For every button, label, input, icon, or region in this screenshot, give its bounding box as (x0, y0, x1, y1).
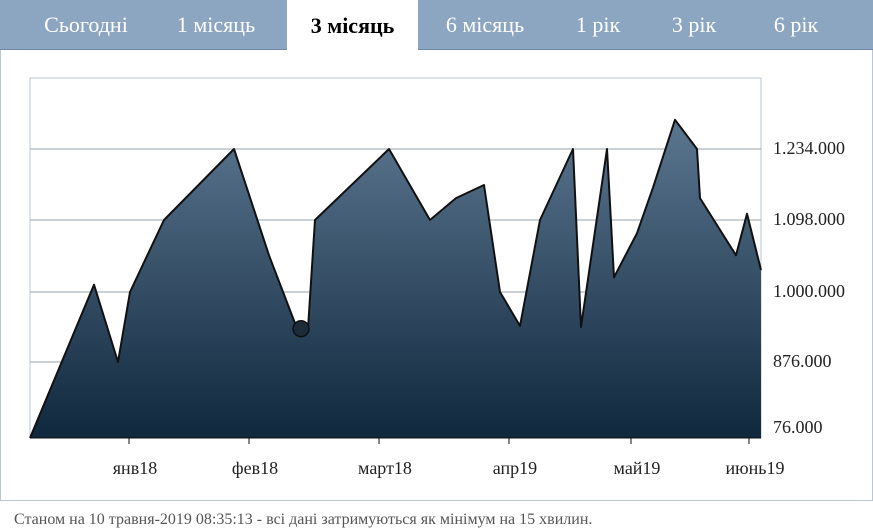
tab-1-month[interactable]: 1 місяць (176, 12, 256, 37)
price-area-chart: 1.234.000 1.098.000 1.000.000 876.000 76.000… (29, 77, 845, 478)
tab-3-year[interactable]: 3 рік (671, 12, 717, 37)
chart-frame: 1.234.000 1.098.000 1.000.000 876.000 76.000… (0, 50, 873, 501)
x-tick-label: май19 (614, 458, 661, 478)
area-line (29, 118, 762, 439)
tab-3-month[interactable]: 3 місяць (287, 0, 418, 51)
x-tick-label: март18 (358, 458, 412, 478)
y-tick-label: 876.000 (773, 351, 832, 371)
x-tick-label: фев18 (232, 458, 278, 478)
hover-marker[interactable] (292, 319, 310, 338)
period-tab-bar: Сьогодні 1 місяць 3 місяць 6 місяць 1 рі… (0, 0, 873, 51)
x-tick-label: янв18 (113, 458, 157, 478)
tab-1-year[interactable]: 1 рік (575, 12, 621, 37)
y-tick-label: 76.000 (773, 417, 823, 437)
tab-6-year[interactable]: 6 рік (773, 12, 819, 37)
x-tick-label: апр19 (493, 458, 537, 478)
data-delay-notice: Станом на 10 травня-2019 08:35:13 - всі … (14, 511, 593, 528)
area-fill (30, 119, 761, 439)
x-tick-label: июнь19 (726, 458, 785, 478)
tab-6-month[interactable]: 6 місяць (445, 12, 525, 37)
y-tick-label: 1.234.000 (773, 138, 845, 158)
y-tick-label: 1.098.000 (773, 209, 845, 229)
tab-today[interactable]: Сьогодні (44, 12, 128, 37)
y-tick-label: 1.000.000 (773, 281, 845, 301)
